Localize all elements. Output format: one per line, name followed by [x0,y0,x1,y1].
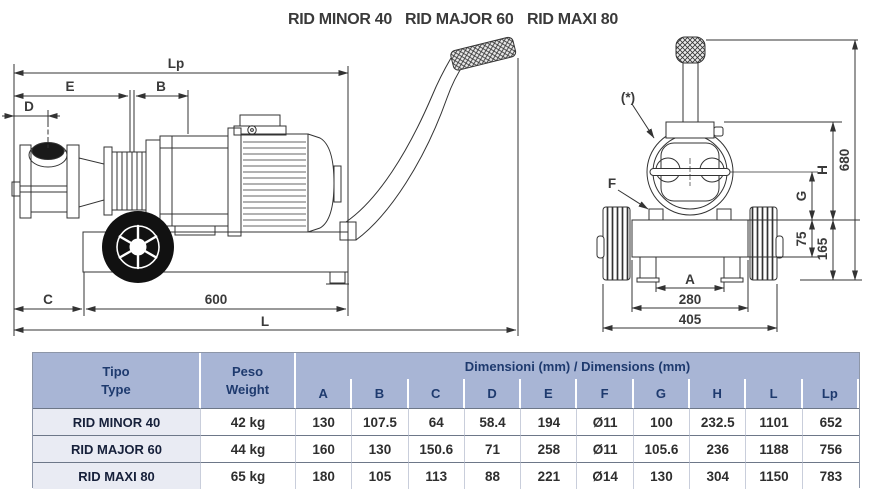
dimensions-group-header: Dimensioni (mm) / Dimensions (mm) [296,353,859,379]
cell: 756 [802,435,859,462]
dimensions-table: Tipo Type Peso Weight Dimensioni (mm) / … [32,352,860,489]
wheel-side [102,211,174,283]
cell-weight: 65 kg [201,462,296,489]
model-title-maxi: RID MAXI 80 [527,11,618,28]
dim-label-d: D [24,99,34,114]
header-weight: Weight [225,381,270,397]
col-header-d: D [464,379,522,408]
col-header-c: C [408,379,465,408]
col-header-b: B [352,379,409,408]
cell: Ø11 [577,408,634,435]
cell: 221 [521,462,578,489]
cell: 130 [633,462,691,489]
coupling [103,139,161,223]
dim-label-l: L [261,314,269,329]
cell: 232.5 [690,408,747,435]
row-label: RID MAJOR 60 [33,435,201,462]
dim-label-405: 405 [679,312,702,327]
cell: 130 [352,435,409,462]
cell: 1188 [746,435,803,462]
dim-label-e: E [65,79,74,94]
dim-label-75: 75 [794,231,809,247]
model-title-major: RID MAJOR 60 [405,11,514,28]
col-header-type: Tipo Type [33,353,201,408]
col-header-l: L [746,379,803,408]
dim-label-280: 280 [679,292,702,307]
side-view-drawing [11,36,517,285]
dim-label-c: C [43,292,53,307]
cell: 194 [521,408,578,435]
dim-label-lp: Lp [168,56,185,71]
side-view-dimensions: Lp E B D C 600 L [2,56,519,336]
dim-label-600: 600 [205,292,228,307]
cell: 64 [408,408,465,435]
dim-label-g: G [794,191,809,202]
col-header-weight: Peso Weight [201,353,296,408]
header-peso: Peso [231,363,264,379]
dim-label-b: B [156,79,166,94]
cell: Ø14 [577,462,634,489]
cell: 1150 [746,462,803,489]
cell: 130 [296,408,353,435]
technical-drawing: RID MINOR 40 RID MAJOR 60 RID MAXI 80 [2,11,862,336]
pump-front [646,36,734,221]
inlet-port [31,142,65,160]
cell: 258 [521,435,578,462]
cell: 58.4 [464,408,522,435]
cell-weight: 44 kg [201,435,296,462]
header-tipo: Tipo [102,363,130,379]
cell: Ø11 [577,435,634,462]
model-title-minor: RID MINOR 40 [288,11,392,28]
front-view-dimensions: (*) F 680 H 165 G 75 A 280 405 [602,39,862,332]
col-header-e: E [521,379,578,408]
dim-label-star: (*) [621,90,635,105]
terminal-box [239,114,281,127]
pump-casing [159,135,229,236]
cell: 180 [296,462,353,489]
dim-label-f: F [608,176,616,191]
col-header-g: G [633,379,691,408]
handle [345,36,517,241]
frame-front [631,219,749,283]
col-header-h: H [690,379,747,408]
row-label: RID MINOR 40 [33,408,201,435]
dim-label-h: H [815,165,830,175]
cell: 236 [690,435,747,462]
col-header-f: F [577,379,634,408]
col-header-a: A [296,379,353,408]
dim-label-165: 165 [815,237,830,260]
cell: 150.6 [408,435,465,462]
cell: 304 [690,462,747,489]
cell: 105.6 [633,435,691,462]
model-titles: RID MINOR 40 RID MAJOR 60 RID MAXI 80 [288,11,619,28]
cell: 113 [408,462,465,489]
flange-plate [227,127,242,237]
cell: 107.5 [352,408,409,435]
header-type: Type [101,381,131,397]
cell: 1101 [746,408,803,435]
pump-head [11,142,80,219]
handle-grip [450,36,517,71]
row-label: RID MAXI 80 [33,462,201,489]
wheel-front-right [749,206,778,281]
cell: 71 [464,435,522,462]
dim-label-680: 680 [837,149,852,172]
cell: 105 [352,462,409,489]
motor [233,114,342,233]
col-header-lp: Lp [802,379,859,408]
adapter-cone [78,157,105,208]
wheel-front-left [602,206,631,281]
cell: 160 [296,435,353,462]
cell: 100 [633,408,691,435]
cell-weight: 42 kg [201,408,296,435]
cell: 88 [464,462,522,489]
cell: 783 [802,462,859,489]
dim-label-a: A [685,272,695,287]
cell: 652 [802,408,859,435]
front-view-drawing [596,36,784,283]
handle-grip-front [675,36,706,64]
